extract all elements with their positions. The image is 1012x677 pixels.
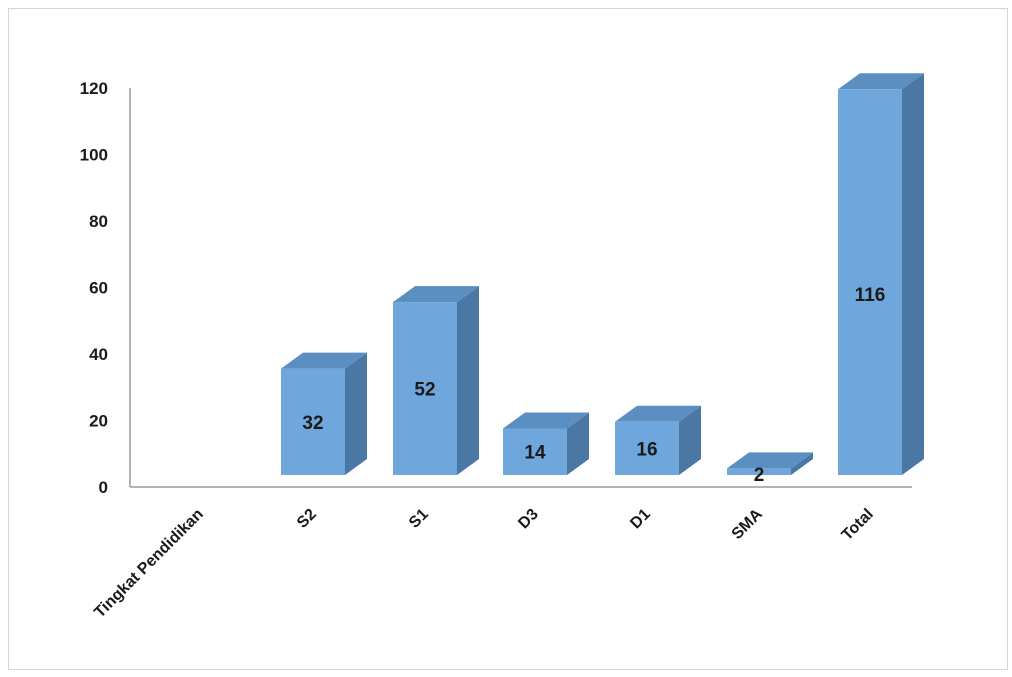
y-tick-label: 20: [89, 412, 108, 431]
chart-bars: [281, 73, 924, 476]
x-category-label: S1: [406, 506, 432, 532]
bar-data-label: 16: [636, 439, 657, 460]
bar-front-face: [615, 421, 679, 475]
bar-front-face: [838, 89, 902, 476]
bar: [281, 352, 367, 475]
bar: [393, 286, 479, 475]
bar-top-face: [838, 73, 924, 90]
bar: [838, 73, 924, 476]
chart-y-ticks: 0 20 40 60 80 100 120: [80, 79, 108, 497]
x-category-label: D1: [627, 506, 654, 533]
y-tick-label: 0: [99, 478, 108, 497]
x-category-label: S2: [294, 506, 320, 532]
chart-axes: [129, 88, 912, 488]
bar-side-face: [345, 352, 367, 475]
bar-front-face: [281, 368, 345, 475]
bar: [727, 452, 813, 475]
bar-data-label: 32: [302, 413, 323, 434]
chart-data-labels: 32 52 14 16 2 116: [302, 285, 885, 486]
x-category-label: D3: [515, 506, 542, 533]
y-tick-label: 120: [80, 79, 108, 98]
bar: [615, 405, 701, 475]
bar-side-face: [679, 405, 701, 475]
bar-top-face: [615, 405, 701, 422]
bar-top-face: [281, 352, 367, 369]
bar-side-face: [902, 73, 924, 476]
bar-data-label: 116: [855, 285, 886, 306]
bar: [503, 412, 589, 475]
bar-top-face: [503, 412, 589, 429]
bar-top-face: [393, 286, 479, 303]
y-tick-label: 100: [80, 146, 108, 165]
x-category-label: SMA: [729, 505, 766, 542]
bar-side-face: [791, 452, 813, 475]
x-category-label: Total: [839, 506, 877, 544]
x-category-label: Tingkat Pendidikan: [91, 506, 207, 622]
bar-data-label: 52: [414, 380, 435, 401]
y-tick-label: 60: [89, 279, 108, 298]
bar-side-face: [567, 412, 589, 475]
bar-front-face: [727, 468, 791, 475]
chart-category-labels: Tingkat Pendidikan S2 S1 D3 D1 SMA Total: [91, 505, 877, 621]
bar-data-label: 2: [754, 465, 765, 486]
bar-front-face: [393, 302, 457, 475]
y-tick-label: 80: [89, 212, 108, 231]
bar-front-face: [503, 428, 567, 475]
y-tick-label: 40: [89, 345, 108, 364]
bar-top-face: [727, 452, 813, 469]
bar-data-label: 14: [524, 443, 546, 464]
bar-side-face: [457, 286, 479, 475]
